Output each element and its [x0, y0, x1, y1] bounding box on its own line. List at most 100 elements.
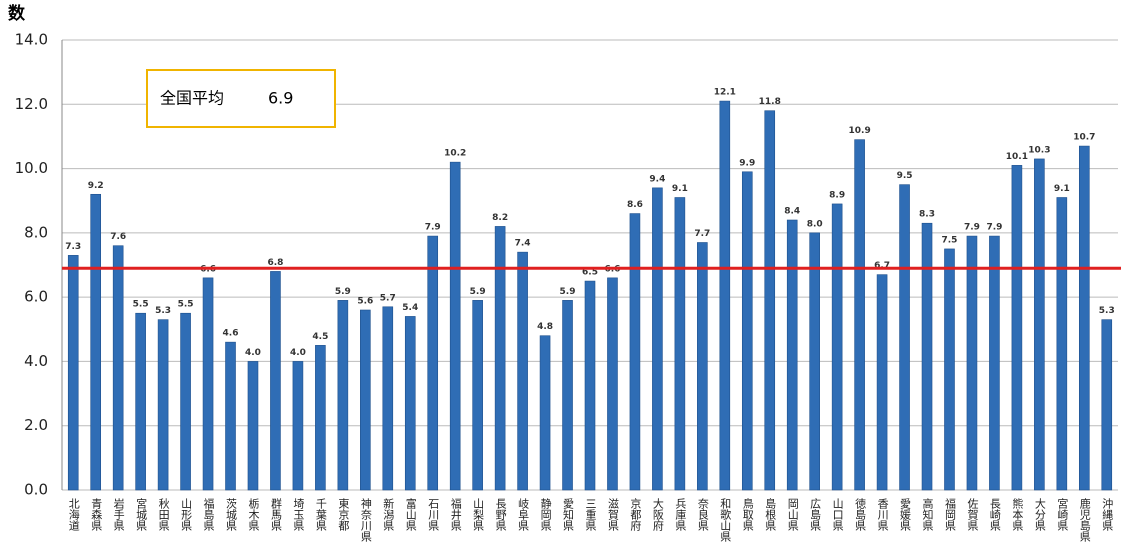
bar [90, 193, 102, 491]
bar [382, 306, 394, 491]
data-label: 12.1 [714, 88, 736, 98]
bar [157, 319, 169, 491]
data-label: 10.7 [1073, 133, 1095, 143]
average-value: 6.9 [268, 89, 293, 108]
data-label: 7.9 [964, 223, 980, 233]
x-tick-label: 大分県 [1033, 497, 1046, 532]
x-tick-label: 滋賀県 [606, 498, 619, 532]
bar [719, 100, 731, 491]
x-tick-label: 香川県 [876, 498, 889, 532]
bar [270, 271, 281, 491]
data-label: 8.9 [829, 190, 845, 200]
data-label: 10.2 [444, 149, 466, 159]
x-tick-label: 青森県 [90, 498, 103, 532]
y-tick-label: 2.0 [24, 416, 48, 434]
bar [741, 171, 753, 491]
bar [584, 280, 596, 491]
bar [292, 361, 304, 491]
data-label: 5.9 [335, 287, 351, 297]
data-label: 7.3 [65, 242, 81, 252]
x-tick-label: 群馬県 [269, 497, 282, 532]
average-label: 全国平均 [160, 89, 224, 108]
data-label: 7.4 [515, 239, 531, 249]
data-label: 8.2 [492, 213, 508, 223]
x-tick-label: 静岡県 [539, 497, 552, 532]
x-tick-label: 埼玉県 [292, 497, 305, 532]
x-tick-label: 宮崎県 [1056, 497, 1069, 532]
x-tick-label: 岐阜県 [517, 498, 530, 532]
data-label: 10.1 [1006, 152, 1028, 162]
data-label: 8.4 [784, 207, 800, 217]
bar [1034, 158, 1045, 491]
bar [944, 248, 955, 491]
x-tick-label: 京都府 [629, 497, 642, 532]
x-tick-label: 和歌山県 [719, 498, 732, 543]
bar [854, 139, 865, 491]
y-tick-label: 10.0 [15, 159, 48, 177]
x-tick-label: 茨城県 [225, 497, 238, 532]
bar [831, 203, 843, 491]
x-tick-label: 島根県 [764, 497, 777, 532]
y-axis-label: 数 [8, 3, 26, 24]
bar [315, 345, 326, 491]
bar [629, 213, 641, 491]
bar [899, 184, 910, 491]
x-tick-label: 山梨県 [472, 498, 485, 532]
data-label: 10.3 [1028, 145, 1050, 155]
data-label: 6.7 [874, 261, 890, 271]
x-tick-label: 福岡県 [943, 497, 956, 532]
bar [652, 187, 663, 491]
data-label: 9.9 [739, 158, 755, 168]
data-label: 9.2 [88, 181, 104, 191]
data-label: 7.5 [942, 235, 958, 245]
data-label: 5.4 [402, 303, 418, 313]
y-tick-label: 0.0 [24, 481, 48, 499]
data-label: 9.1 [1054, 184, 1070, 194]
x-tick-label: 鳥取県 [741, 497, 754, 532]
x-tick-label: 福井県 [449, 497, 462, 532]
data-label: 5.6 [357, 297, 373, 307]
x-tick-label: 千葉県 [314, 498, 327, 532]
bar [876, 274, 888, 491]
data-label: 8.0 [807, 219, 823, 229]
x-tick-label: 石川県 [427, 498, 440, 532]
bar [764, 110, 776, 491]
data-label: 6.8 [267, 258, 283, 268]
bar [517, 251, 528, 491]
data-label: 4.0 [290, 348, 306, 358]
data-label: 7.9 [986, 223, 1002, 233]
x-tick-label: 岩手県 [112, 497, 125, 532]
x-tick-label: 山形県 [180, 498, 193, 532]
x-tick-label: 栃木県 [247, 497, 260, 532]
bar [135, 312, 146, 491]
x-tick-label: 新潟県 [382, 497, 395, 532]
x-tick-label: 奈良県 [696, 497, 709, 532]
data-label: 8.3 [919, 210, 935, 220]
bar [494, 226, 506, 491]
data-label: 6.5 [582, 268, 598, 278]
bar [427, 235, 439, 491]
bar [67, 255, 79, 491]
bar [112, 245, 124, 491]
data-label: 5.9 [560, 287, 576, 297]
x-tick-label: 鹿児島県 [1078, 497, 1091, 543]
x-tick-label: 徳島県 [854, 498, 867, 532]
bar [809, 232, 820, 491]
x-tick-label: 東京都 [337, 498, 350, 531]
data-label: 4.5 [312, 332, 328, 342]
data-label: 7.9 [425, 223, 441, 233]
data-label: 7.6 [110, 232, 126, 242]
data-label: 9.4 [649, 174, 665, 184]
data-label: 5.3 [155, 306, 171, 316]
bar [360, 309, 371, 491]
bar [202, 277, 214, 491]
data-label: 5.3 [1099, 306, 1115, 316]
bar [472, 300, 483, 491]
x-tick-label: 熊本県 [1011, 497, 1024, 532]
x-tick-label: 秋田県 [157, 497, 170, 532]
bar [562, 300, 573, 491]
y-tick-label: 8.0 [24, 223, 48, 241]
x-tick-label: 大阪府 [651, 497, 664, 532]
y-tick-label: 4.0 [24, 352, 48, 370]
bar [449, 161, 461, 491]
